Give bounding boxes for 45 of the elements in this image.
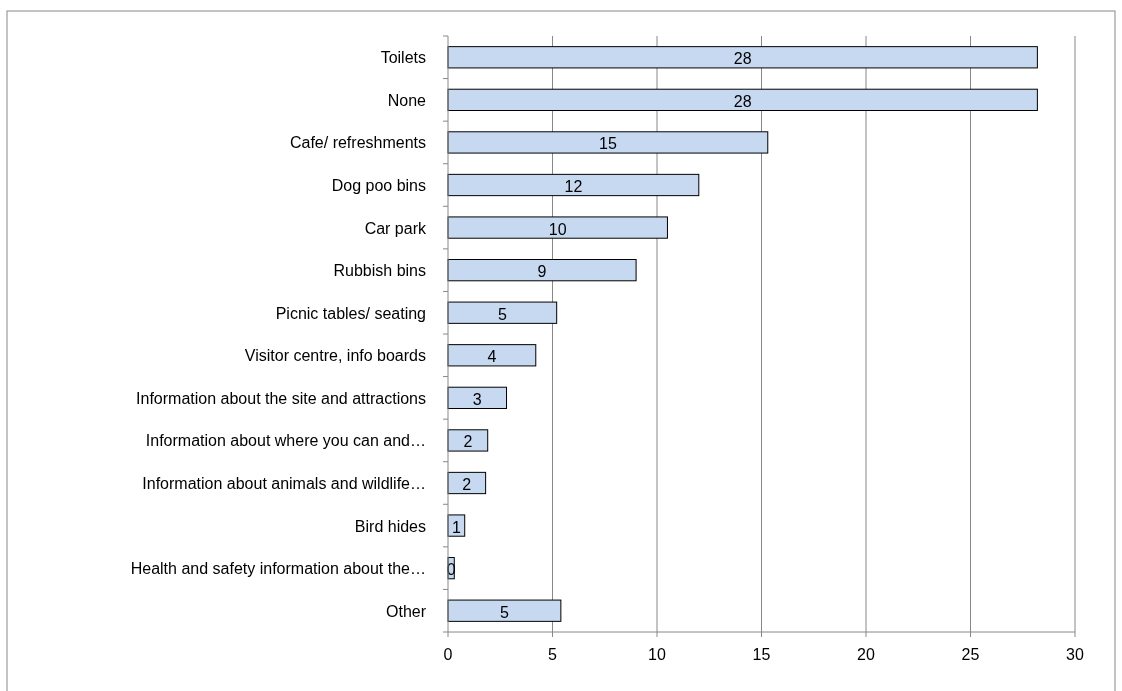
bar [447, 386, 508, 409]
y-tick-label: Information about the site and attractions [136, 389, 426, 407]
y-tick-label: Other [385, 602, 427, 620]
bar [447, 131, 769, 154]
y-tick-label: Health and safety information about the… [130, 560, 426, 578]
y-tick-label: None [387, 91, 427, 109]
data-label: 28 [733, 50, 752, 68]
data-label: 10 [548, 220, 567, 238]
y-tick-label: Rubbish bins [333, 262, 426, 280]
x-tick-label: 20 [857, 646, 875, 663]
bar [447, 259, 637, 282]
data-label: 5 [497, 305, 507, 323]
x-tick-label: 30 [1066, 646, 1084, 663]
x-tick-label: 25 [961, 646, 980, 663]
x-tick-label: 15 [752, 646, 771, 663]
bar [447, 599, 562, 622]
bar [447, 46, 1038, 69]
data-label: 5 [499, 603, 509, 621]
bar [447, 88, 1038, 111]
y-tick-label: Information about where you can and… [145, 432, 426, 450]
y-tick-label: Picnic tables/ seating [275, 304, 426, 322]
data-label: 2 [462, 476, 472, 493]
y-tick-label: Car park [364, 219, 427, 237]
y-tick-label: Visitor centre, info boards [244, 347, 426, 365]
bar [447, 173, 700, 197]
data-label: 2 [463, 433, 473, 451]
y-tick-label: Dog poo bins [331, 177, 426, 194]
bar [447, 344, 537, 367]
data-label: 9 [537, 263, 547, 281]
data-label: 28 [733, 92, 752, 110]
data-label: 12 [564, 178, 583, 195]
data-label: 1 [451, 518, 461, 536]
y-tick-label: Toilets [380, 49, 426, 67]
x-tick-label: 10 [648, 646, 666, 663]
x-tick-label: 0 [443, 646, 453, 663]
y-tick-label: Cafe/ refreshments [289, 134, 426, 152]
data-label: 15 [598, 135, 617, 153]
y-tick-label: Bird hides [354, 517, 426, 535]
data-label: 3 [472, 390, 482, 408]
bar [447, 301, 558, 324]
bar [447, 429, 489, 452]
bar [447, 216, 668, 239]
y-tick-label: Information about animals and wildlife… [142, 475, 426, 492]
data-label: 4 [487, 348, 497, 366]
x-tick-label: 5 [548, 646, 558, 663]
